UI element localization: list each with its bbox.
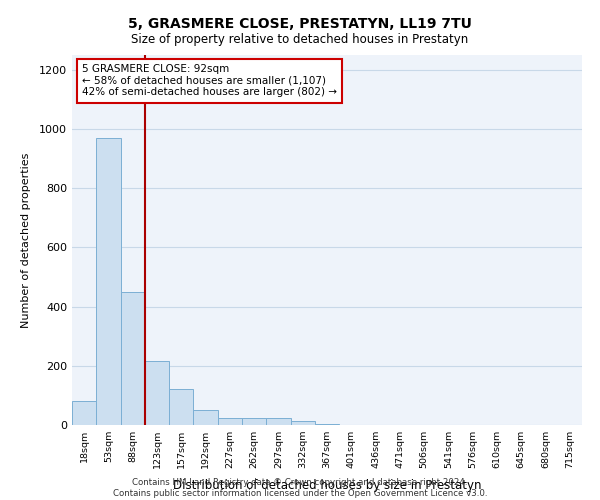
Bar <box>266 418 290 425</box>
Bar <box>242 418 266 425</box>
Text: Contains HM Land Registry data © Crown copyright and database right 2024.
Contai: Contains HM Land Registry data © Crown c… <box>113 478 487 498</box>
Bar <box>218 418 242 425</box>
Bar <box>193 410 218 425</box>
X-axis label: Distribution of detached houses by size in Prestatyn: Distribution of detached houses by size … <box>173 480 481 492</box>
Bar <box>315 424 339 425</box>
Bar <box>121 292 145 425</box>
Text: 5 GRASMERE CLOSE: 92sqm
← 58% of detached houses are smaller (1,107)
42% of semi: 5 GRASMERE CLOSE: 92sqm ← 58% of detache… <box>82 64 337 98</box>
Text: 5, GRASMERE CLOSE, PRESTATYN, LL19 7TU: 5, GRASMERE CLOSE, PRESTATYN, LL19 7TU <box>128 18 472 32</box>
Text: Size of property relative to detached houses in Prestatyn: Size of property relative to detached ho… <box>131 32 469 46</box>
Bar <box>290 422 315 425</box>
Bar <box>169 390 193 425</box>
Bar <box>72 402 96 425</box>
Bar <box>145 362 169 425</box>
Bar <box>96 138 121 425</box>
Y-axis label: Number of detached properties: Number of detached properties <box>20 152 31 328</box>
